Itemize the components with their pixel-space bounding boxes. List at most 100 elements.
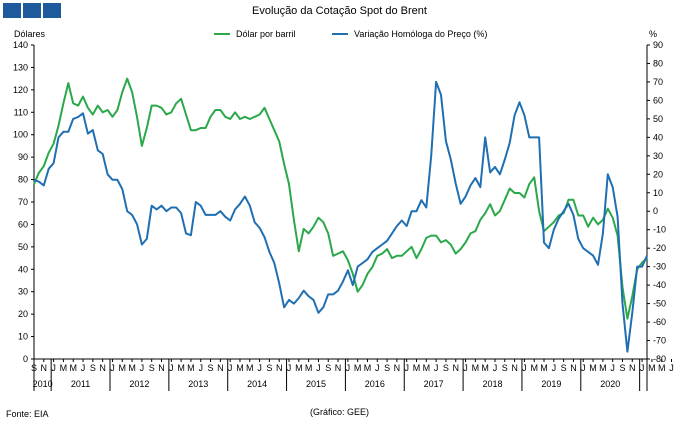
x-month-label: M (236, 363, 244, 373)
x-year-label: 2017 (424, 379, 444, 389)
legend-swatch-variation (332, 33, 348, 35)
x-month-label: J (257, 363, 262, 373)
x-month-label: M (648, 363, 656, 373)
y-right-tick-label: 60 (653, 95, 663, 105)
x-month-label: S (384, 363, 390, 373)
x-month-label: J (51, 363, 56, 373)
x-month-label: M (540, 363, 548, 373)
y-left-tick-label: 10 (18, 332, 28, 342)
y-right-tick-label: 30 (653, 151, 663, 161)
x-month-label: J (434, 363, 439, 373)
x-month-label: N (217, 363, 224, 373)
x-month-label: M (599, 363, 607, 373)
x-year-label: 2018 (483, 379, 503, 389)
x-month-label: N (511, 363, 518, 373)
x-year-label: 2014 (247, 379, 267, 389)
chart-title: Evolução da Cotação Spot do Brent (252, 5, 427, 17)
series-line-variation (33, 80, 648, 353)
x-month-label: N (276, 363, 283, 373)
y-axis-left-label: Dólares (14, 29, 46, 39)
x-month-label: J (375, 363, 380, 373)
y-right-tick-label: 0 (653, 206, 658, 216)
y-left-tick-label: 30 (18, 287, 28, 297)
x-month-label: J (81, 363, 86, 373)
y-right-tick-label: 10 (653, 188, 663, 198)
x-month-label: J (610, 363, 615, 373)
y-right-tick-label: 20 (653, 169, 663, 179)
y-right-tick-label: -60 (653, 317, 666, 327)
x-year-label: 2012 (129, 379, 149, 389)
x-month-label: J (287, 363, 292, 373)
y-right-tick-label: -40 (653, 280, 666, 290)
x-month-label: M (413, 363, 421, 373)
y-right-tick-label: 70 (653, 77, 663, 87)
y-left-tick-label: 110 (14, 107, 28, 117)
x-month-label: N (41, 363, 48, 373)
x-month-label: M (589, 363, 597, 373)
y-left-tick-label: 0 (23, 354, 28, 364)
x-month-label: J (522, 363, 527, 373)
x-month-label: J (493, 363, 498, 373)
x-month-label: M (119, 363, 127, 373)
y-right-tick-label: -70 (653, 336, 666, 346)
x-month-label: M (364, 363, 372, 373)
x-month-label: S (208, 363, 214, 373)
legend-item-price: Dólar por barril (214, 29, 296, 39)
y-left-tick-label: 100 (13, 130, 28, 140)
x-month-label: J (169, 363, 174, 373)
y-left-tick-label: 90 (18, 152, 28, 162)
x-month-label: N (335, 363, 342, 373)
y-left-tick-label: 140 (13, 40, 28, 50)
x-month-label: M (295, 363, 303, 373)
source-note: Fonte: EIA (6, 409, 49, 419)
y-right-tick-label: -20 (653, 243, 666, 253)
x-month-label: J (228, 363, 233, 373)
x-month-label: M (177, 363, 185, 373)
x-month-label: M (246, 363, 254, 373)
y-right-tick-label: 90 (653, 40, 663, 50)
x-month-label: J (640, 363, 645, 373)
y-left-tick-label: 40 (18, 264, 28, 274)
x-month-label: S (561, 363, 567, 373)
x-month-label: S (619, 363, 625, 373)
x-month-label: M (187, 363, 195, 373)
x-month-label: J (404, 363, 409, 373)
x-month-label: N (629, 363, 636, 373)
legend-item-variation: Variação Homóloga do Preço (%) (332, 29, 487, 39)
y-left-tick-label: 130 (13, 62, 28, 72)
x-month-label: M (472, 363, 480, 373)
y-left-tick-label: 50 (18, 242, 28, 252)
x-year-label: 2020 (600, 379, 620, 389)
y-right-tick-label: -50 (653, 299, 666, 309)
x-month-label: M (305, 363, 313, 373)
y-left-tick-label: 80 (18, 175, 28, 185)
x-month-label: J (140, 363, 145, 373)
legend-label-variation: Variação Homóloga do Preço (%) (354, 29, 488, 39)
x-month-label: N (452, 363, 459, 373)
y-axis-right-label: % (649, 29, 658, 39)
x-month-label: N (570, 363, 577, 373)
x-month-label: M (481, 363, 489, 373)
x-year-label: 2011 (71, 379, 90, 389)
x-month-label: J (552, 363, 557, 373)
x-month-label: M (658, 363, 666, 373)
x-year-label: 2010 (33, 379, 53, 389)
x-month-label: M (530, 363, 538, 373)
y-right-tick-label: -80 (653, 354, 666, 364)
x-month-label: N (394, 363, 401, 373)
x-month-label: S (502, 363, 508, 373)
x-month-label: J (463, 363, 468, 373)
x-month-label: M (60, 363, 68, 373)
y-right-tick-label: 40 (653, 132, 663, 142)
y-left-tick-label: 60 (18, 219, 28, 229)
y-left-tick-label: 70 (18, 197, 28, 207)
x-month-label: M (69, 363, 77, 373)
x-month-label: S (325, 363, 331, 373)
y-right-tick-label: 50 (653, 114, 663, 124)
x-month-label: M (354, 363, 362, 373)
series-line-price (33, 77, 648, 320)
x-month-label: N (99, 363, 106, 373)
x-month-label: J (316, 363, 321, 373)
x-month-label: S (149, 363, 155, 373)
logo-block-2 (23, 3, 41, 18)
